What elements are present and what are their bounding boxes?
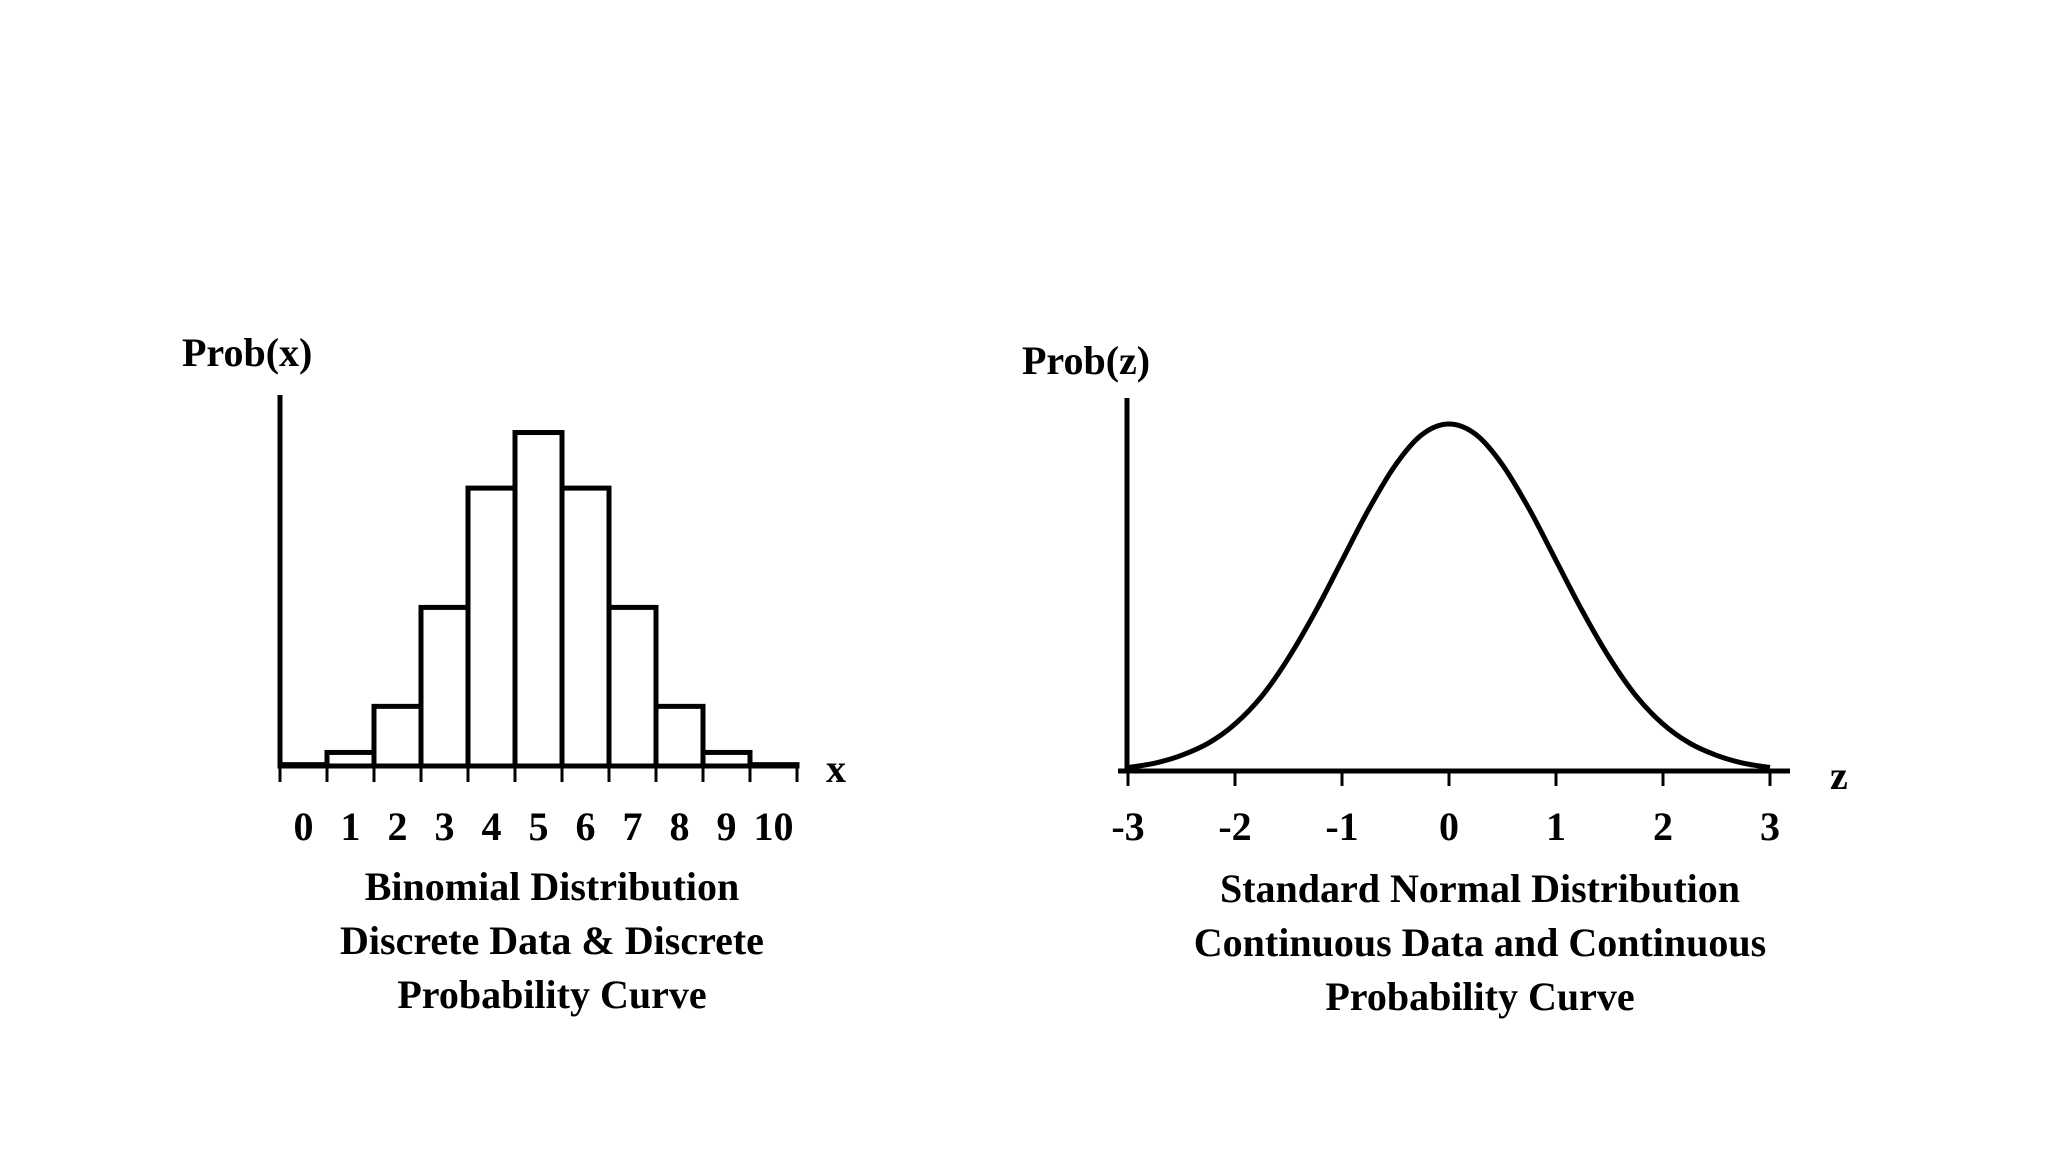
binomial-bar xyxy=(700,749,753,769)
binomial-x-tick-label: 0 xyxy=(294,804,314,849)
binomial-bar xyxy=(371,703,424,769)
normal-x-tick-label: -1 xyxy=(1325,804,1358,849)
binomial-bar xyxy=(747,762,800,769)
binomial-x-tick-label: 7 xyxy=(623,804,643,849)
binomial-x-tick-label: 4 xyxy=(482,804,502,849)
normal-x-tick-label: 3 xyxy=(1760,804,1780,849)
binomial-x-tick-label: 10 xyxy=(754,804,794,849)
binomial-x-tick-label: 2 xyxy=(388,804,408,849)
binomial-bar xyxy=(512,430,565,769)
normal-x-tick-label: -3 xyxy=(1111,804,1144,849)
binomial-bar xyxy=(277,762,330,769)
binomial-x-tick-label: 6 xyxy=(576,804,596,849)
normal-caption-line-3: Probability Curve xyxy=(1325,974,1634,1019)
normal-x-tick-label: 2 xyxy=(1653,804,1673,849)
binomial-bars xyxy=(277,430,800,769)
normal-x-ticks xyxy=(1126,771,1772,786)
binomial-caption-line-3: Probability Curve xyxy=(397,972,706,1017)
normal-x-axis-label: z xyxy=(1830,753,1848,798)
normal-x-tick-label: -2 xyxy=(1218,804,1251,849)
binomial-y-axis-label: Prob(x) xyxy=(182,330,312,375)
binomial-bar xyxy=(606,604,659,769)
binomial-bar xyxy=(559,485,612,769)
binomial-bar xyxy=(324,749,377,769)
normal-caption-line-2: Continuous Data and Continuous xyxy=(1194,920,1766,965)
binomial-x-tick-label: 3 xyxy=(435,804,455,849)
binomial-x-tick-label: 5 xyxy=(529,804,549,849)
binomial-x-axis-label: x xyxy=(826,746,846,791)
normal-curve xyxy=(1127,421,1771,770)
normal-x-tick-labels: -3 -2 -1 0 1 2 3 xyxy=(1111,804,1780,849)
binomial-x-tick-label: 9 xyxy=(717,804,737,849)
binomial-x-ticks xyxy=(278,766,799,782)
binomial-bar xyxy=(418,604,471,769)
binomial-caption-line-2: Discrete Data & Discrete xyxy=(340,918,764,963)
normal-caption-line-1: Standard Normal Distribution xyxy=(1220,866,1740,911)
normal-chart: Prob(z) -3 -2 -1 0 1 2 3 z Standard Normal Dis… xyxy=(1022,338,1848,1019)
binomial-caption-line-1: Binomial Distribution xyxy=(365,864,740,909)
binomial-bar xyxy=(653,703,706,769)
normal-x-tick-label: 1 xyxy=(1546,804,1566,849)
binomial-chart: Prob(x) 0 1 2 3 4 5 6 7 8 9 10 x Binomial Distribu… xyxy=(182,330,846,1017)
normal-y-axis-label: Prob(z) xyxy=(1022,338,1150,383)
binomial-x-tick-labels: 0 1 2 3 4 5 6 7 8 9 10 xyxy=(294,804,794,849)
normal-x-tick-label: 0 xyxy=(1439,804,1459,849)
binomial-x-tick-label: 1 xyxy=(341,804,361,849)
binomial-bar xyxy=(465,485,518,769)
binomial-x-tick-label: 8 xyxy=(670,804,690,849)
